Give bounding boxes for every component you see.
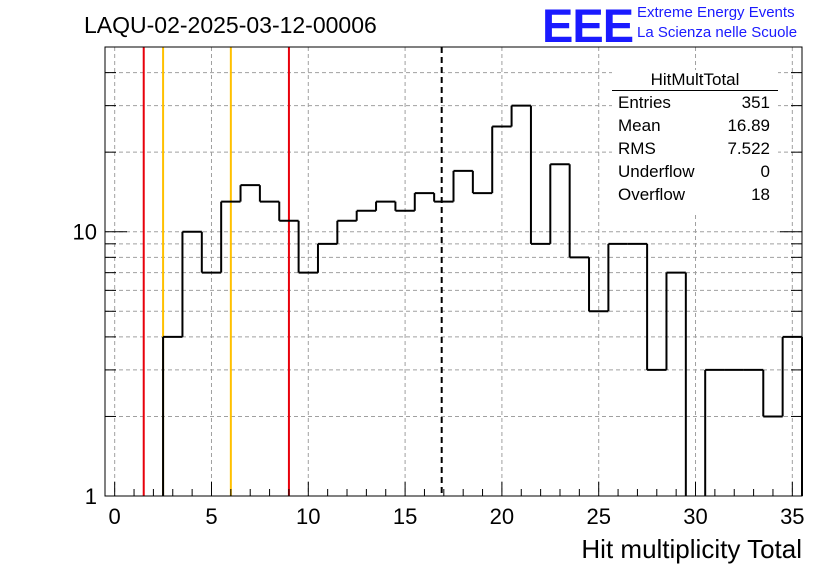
logo-line-1: Extreme Energy Events (637, 4, 795, 21)
stats-box: HitMultTotal Entries 351 Mean 16.89 RMS … (612, 70, 778, 212)
stats-value: 18 (751, 185, 770, 204)
y-tick-label: 1 (85, 484, 97, 509)
stats-key: Underflow (618, 162, 695, 181)
stats-row-mean: Mean 16.89 (618, 116, 770, 138)
x-tick-label: 35 (780, 504, 804, 529)
x-tick-label: 0 (109, 504, 121, 529)
stats-row-underflow: Underflow 0 (618, 162, 770, 184)
stats-value: 16.89 (727, 116, 770, 135)
stats-key: RMS (618, 139, 656, 158)
stats-row-overflow: Overflow 18 (618, 185, 770, 207)
x-tick-label: 30 (683, 504, 707, 529)
stats-key: Entries (618, 93, 671, 112)
plot-title: LAQU-02-2025-03-12-00006 (84, 12, 377, 38)
stats-value: 351 (741, 93, 770, 112)
y-tick-label: 10 (73, 220, 97, 245)
x-tick-label: 5 (205, 504, 217, 529)
eee-logo: EEE (542, 0, 634, 52)
plot-frame (104, 46, 803, 497)
x-tick-label: 25 (586, 504, 610, 529)
logo-line-2: La Scienza nelle Scuole (637, 24, 798, 41)
x-tick-label: 10 (296, 504, 320, 529)
stats-divider (612, 90, 778, 91)
stats-value: 0 (760, 162, 770, 181)
stats-value: 7.522 (727, 139, 770, 158)
stats-key: Overflow (618, 185, 686, 204)
x-tick-label: 15 (393, 504, 417, 529)
x-tick-label: 20 (490, 504, 514, 529)
x-axis-label: Hit multiplicity Total (581, 534, 802, 564)
stats-key: Mean (618, 116, 661, 135)
stats-title: HitMultTotal (650, 70, 740, 89)
stats-row-entries: Entries 351 (618, 93, 770, 115)
stats-row-rms: RMS 7.522 (618, 139, 770, 161)
